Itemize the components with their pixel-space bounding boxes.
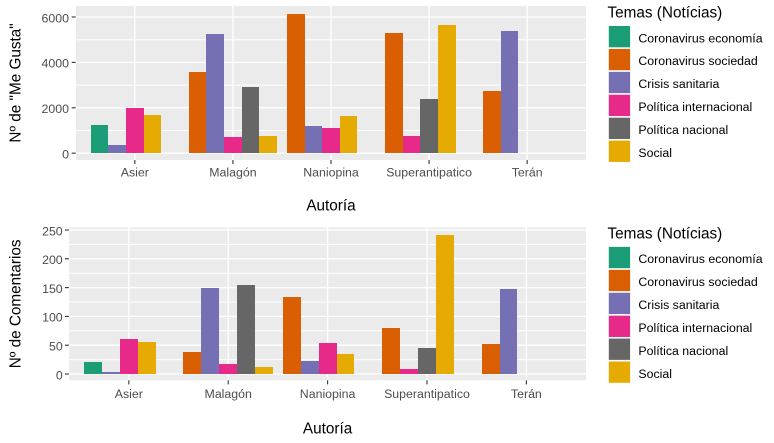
svg-text:Política nacional: Política nacional	[638, 123, 728, 137]
svg-text:Coronavirus sociedad: Coronavirus sociedad	[638, 275, 758, 289]
svg-text:Crisis sanitaria: Crisis sanitaria	[638, 298, 719, 312]
svg-text:200: 200	[42, 253, 63, 267]
svg-text:Temas (Notícias): Temas (Notícias)	[608, 225, 723, 242]
svg-text:Coronavirus economía: Coronavirus economía	[638, 252, 762, 266]
svg-text:50: 50	[49, 340, 63, 354]
svg-text:Social: Social	[638, 146, 672, 160]
svg-text:Política internacional: Política internacional	[638, 100, 752, 114]
svg-text:4000: 4000	[42, 57, 70, 71]
svg-text:Política nacional: Política nacional	[638, 344, 728, 358]
svg-text:Asier: Asier	[115, 387, 143, 401]
svg-text:Coronavirus sociedad: Coronavirus sociedad	[638, 54, 758, 68]
svg-text:Asier: Asier	[121, 165, 149, 179]
svg-text:Malagón: Malagón	[205, 387, 252, 401]
svg-text:100: 100	[42, 311, 63, 325]
svg-text:Crisis sanitaria: Crisis sanitaria	[638, 77, 719, 91]
svg-text:Naniopina: Naniopina	[300, 387, 356, 401]
svg-text:Autoría: Autoría	[306, 198, 356, 215]
svg-text:Terán: Terán	[512, 165, 543, 179]
svg-text:Política internacional: Política internacional	[638, 321, 752, 335]
svg-text:Coronavirus economía: Coronavirus economía	[638, 31, 762, 45]
svg-text:0: 0	[56, 368, 63, 382]
svg-text:0: 0	[62, 148, 69, 162]
svg-text:Autoría: Autoría	[303, 421, 353, 438]
svg-text:Naniopina: Naniopina	[303, 165, 359, 179]
svg-text:Superantipatico: Superantipatico	[386, 165, 472, 179]
svg-text:Temas (Notícias): Temas (Notícias)	[608, 5, 723, 22]
svg-text:2000: 2000	[42, 102, 70, 116]
svg-text:Terán: Terán	[511, 387, 542, 401]
svg-text:Social: Social	[638, 367, 672, 381]
svg-text:Nº de "Me Gusta": Nº de "Me Gusta"	[7, 23, 24, 142]
svg-text:6000: 6000	[42, 11, 70, 25]
svg-text:Superantipatico: Superantipatico	[384, 387, 470, 401]
svg-text:150: 150	[42, 282, 63, 296]
svg-text:Nº de Comentarios: Nº de Comentarios	[7, 239, 24, 368]
svg-text:250: 250	[42, 224, 63, 238]
svg-text:Malagón: Malagón	[209, 165, 256, 179]
